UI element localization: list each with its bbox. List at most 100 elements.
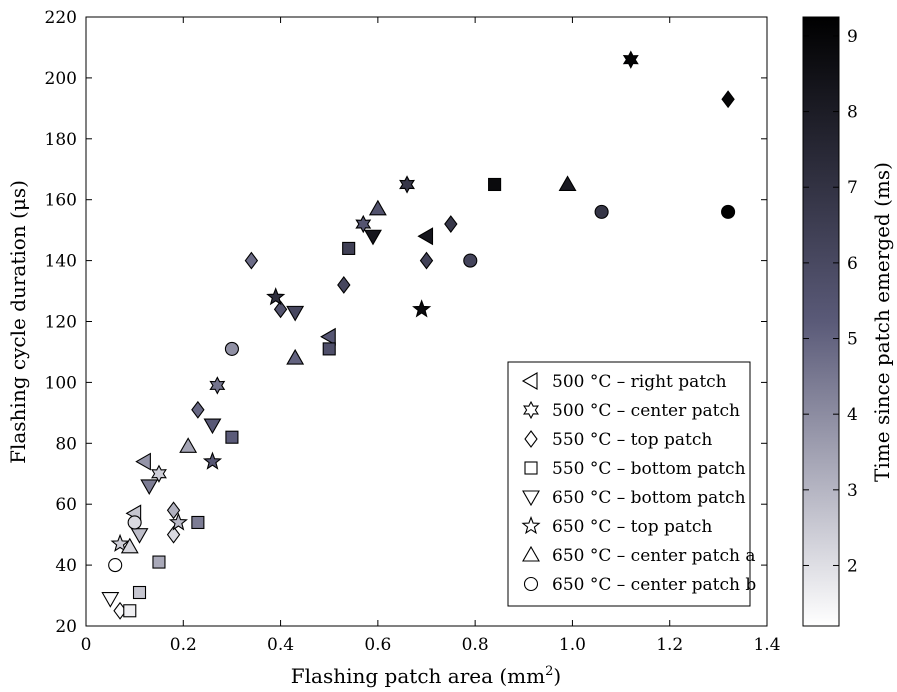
data-point (488, 177, 502, 192)
data-point (130, 528, 149, 544)
data-point (622, 50, 639, 69)
colorbar-tick-label: 6 (847, 254, 858, 274)
data-point (337, 276, 351, 294)
y-tick-label: 120 (45, 313, 77, 333)
x-tick-label: 0.2 (170, 635, 197, 655)
data-point (558, 175, 577, 192)
legend-marker (521, 372, 538, 390)
data-point (364, 229, 382, 246)
data-point (203, 418, 222, 435)
data-point (166, 501, 181, 520)
data-point (140, 479, 159, 496)
data-point (151, 464, 167, 483)
legend-label: 650 °C – center patch a (552, 546, 755, 566)
legend-label: 650 °C – center patch b (552, 575, 756, 595)
y-tick-label: 100 (45, 373, 77, 393)
legend-label: 650 °C – top patch (552, 517, 712, 537)
data-point (244, 251, 259, 270)
legend-box (507, 361, 751, 607)
data-point (419, 251, 434, 270)
y-tick-label: 220 (45, 8, 77, 28)
data-point (368, 199, 387, 216)
x-tick-label: 1.0 (559, 635, 586, 655)
data-point (225, 430, 239, 444)
data-point (101, 592, 120, 608)
data-point (417, 227, 434, 246)
data-point (123, 604, 137, 618)
data-point (209, 376, 226, 395)
data-point (202, 451, 223, 470)
legend-marker (524, 461, 538, 475)
data-point (342, 241, 356, 255)
legend-marker (523, 576, 539, 592)
x-tick-label: 1.2 (656, 635, 683, 655)
data-point (168, 512, 188, 531)
colorbar-tick-label: 3 (847, 481, 858, 501)
data-point (120, 537, 139, 554)
data-point (273, 300, 288, 319)
colorbar-tick-label: 8 (847, 103, 858, 123)
data-point (721, 204, 736, 219)
y-tick-label: 180 (45, 130, 77, 150)
data-point (594, 204, 609, 219)
data-point (444, 215, 458, 233)
colorbar-label: Time since patch emerged (ms) (870, 162, 894, 482)
data-point (224, 341, 239, 356)
legend-marker (522, 545, 540, 562)
legend-marker (524, 430, 538, 448)
data-point (108, 558, 123, 573)
data-point (412, 299, 432, 318)
x-tick-label: 0.6 (364, 635, 391, 655)
y-axis: 20 40 60 80 100 120 140 160 180 200 220 (45, 8, 767, 637)
y-tick-label: 40 (55, 556, 77, 576)
data-point (320, 327, 336, 346)
legend: 500 °C – right patch 500 °C – center patc… (521, 372, 756, 595)
legend-label: 500 °C – center patch (552, 401, 740, 421)
data-point (463, 253, 478, 268)
colorbar-tick-label: 7 (847, 178, 858, 198)
data-point (135, 452, 151, 471)
y-tick-label: 160 (45, 191, 77, 211)
data-point (399, 175, 415, 194)
data-point (191, 515, 205, 530)
legend-label: 550 °C – bottom patch (552, 459, 746, 479)
y-tick-label: 20 (55, 617, 77, 637)
data-point (322, 342, 336, 356)
legend-label: 550 °C – top patch (552, 430, 712, 450)
y-tick-label: 140 (45, 252, 77, 272)
data-point (721, 90, 735, 109)
colorbar-tick-label: 4 (847, 405, 858, 425)
x-tick-label: 0 (81, 635, 92, 655)
data-point (152, 555, 166, 569)
y-tick-label: 80 (55, 434, 77, 454)
data-point (179, 437, 198, 453)
legend-marker (523, 400, 539, 420)
x-tick-label: 0.4 (267, 635, 294, 655)
colorbar (802, 16, 840, 627)
colorbar-ticks: 2 3 4 5 6 7 8 9 (803, 27, 858, 576)
data-point (166, 525, 181, 544)
data-point (127, 515, 142, 530)
data-points (101, 50, 736, 620)
y-tick-label: 200 (45, 69, 77, 89)
x-axis: 0 0.2 0.4 0.6 0.8 1.0 1.2 1.4 (81, 17, 781, 655)
colorbar-tick-label: 2 (847, 556, 858, 576)
legend-label: 500 °C – right patch (552, 372, 727, 392)
data-point (191, 400, 205, 419)
x-tick-label: 0.8 (462, 635, 489, 655)
y-tick-label: 60 (55, 495, 77, 515)
x-tick-label: 1.4 (753, 635, 780, 655)
data-point (110, 533, 130, 552)
data-point (266, 287, 286, 306)
legend-marker (522, 490, 540, 507)
legend-marker (521, 515, 541, 535)
x-axis-label: Flashing patch area (mm2) (291, 664, 561, 688)
data-point (132, 585, 147, 600)
data-point (286, 305, 305, 322)
y-axis-label: Flashing cycle duration (μs) (6, 180, 30, 464)
colorbar-tick-label: 9 (847, 27, 858, 47)
colorbar-tick-label: 5 (847, 330, 858, 350)
data-point (286, 348, 305, 365)
data-point (355, 214, 372, 234)
